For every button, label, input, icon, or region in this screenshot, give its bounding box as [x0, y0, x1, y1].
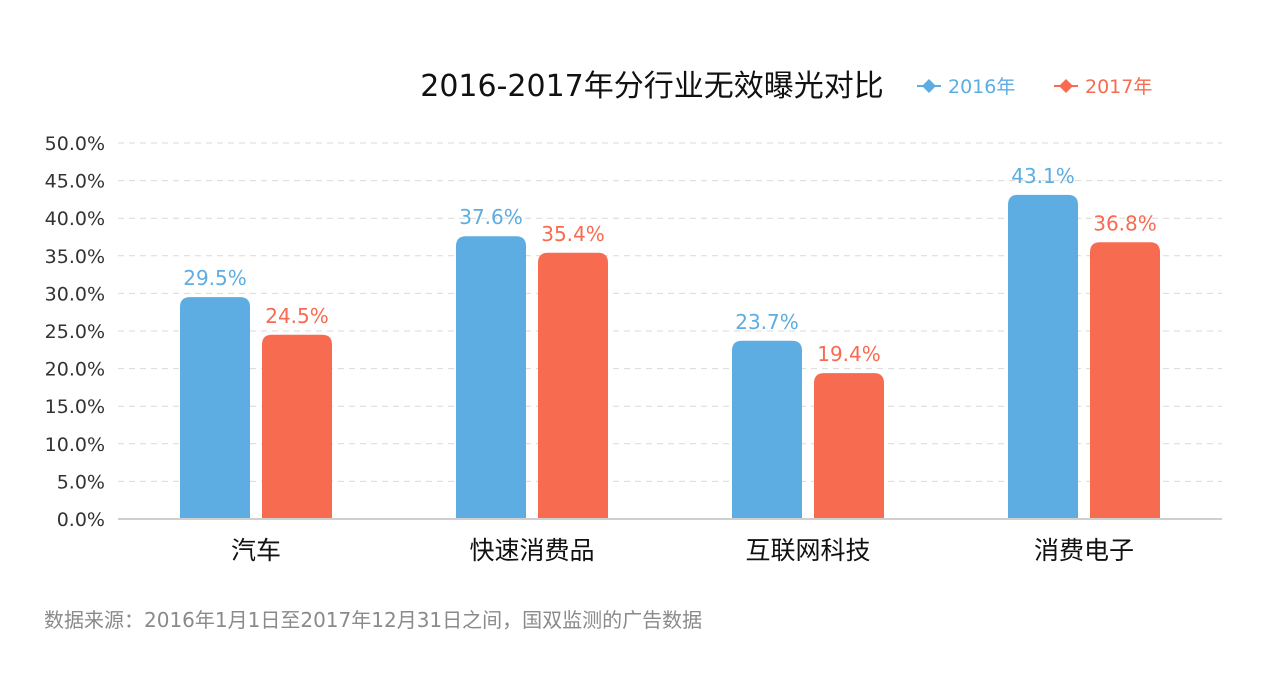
bar-2016 — [456, 236, 526, 520]
source-note: 数据来源：2016年1月1日至2017年12月31日之间，国双监测的广告数据 — [44, 608, 702, 632]
data-label: 24.5% — [265, 304, 329, 328]
y-tick-label: 10.0% — [45, 434, 105, 456]
bar-2016 — [1008, 194, 1078, 519]
bar-2017 — [1090, 242, 1160, 519]
legend-label-2017: 2017年 — [1085, 76, 1152, 98]
legend-item-2016: 2016年 — [917, 76, 1015, 98]
y-tick-label: 5.0% — [57, 471, 105, 493]
y-tick-label: 45.0% — [45, 171, 105, 193]
data-label: 35.4% — [541, 222, 605, 246]
data-label: 43.1% — [1011, 164, 1075, 188]
chart-title: 2016-2017年分行业无效曝光对比 — [420, 69, 884, 104]
gridlines — [118, 142, 1222, 482]
legend-label-2016: 2016年 — [948, 76, 1015, 98]
y-tick-label: 25.0% — [45, 321, 105, 343]
bars — [180, 194, 1160, 520]
bar-2016 — [732, 340, 802, 519]
legend: 2016年 2017年 — [917, 76, 1152, 98]
data-label: 36.8% — [1093, 211, 1157, 235]
x-axis: 汽车 快速消费品 互联网科技 消费电子 — [118, 518, 1222, 565]
data-label: 19.4% — [817, 342, 881, 366]
y-axis: 0.0% 5.0% 10.0% 15.0% 20.0% 25.0% 30.0% 35.0% 40… — [45, 133, 105, 531]
legend-item-2017: 2017年 — [1054, 76, 1152, 98]
legend-diamond-2017 — [1059, 79, 1073, 93]
bar-2016 — [180, 297, 250, 519]
data-label: 29.5% — [183, 266, 247, 290]
x-tick-label: 快速消费品 — [469, 536, 594, 565]
y-tick-label: 40.0% — [45, 208, 105, 230]
bar-2017 — [262, 334, 332, 519]
y-tick-label: 15.0% — [45, 396, 105, 418]
x-tick-label: 互联网科技 — [745, 536, 870, 565]
y-tick-label: 35.0% — [45, 246, 105, 268]
legend-diamond-2016 — [922, 79, 936, 93]
bar-2017 — [538, 252, 608, 520]
x-tick-label: 汽车 — [231, 536, 281, 565]
value-labels: 29.5% 24.5% 37.6% 35.4% 23.7% 19.4% 43.1% 36.8% — [183, 164, 1157, 366]
data-label: 23.7% — [735, 310, 799, 334]
y-tick-label: 50.0% — [45, 133, 105, 155]
y-tick-label: 0.0% — [57, 509, 105, 531]
data-label: 37.6% — [459, 205, 523, 229]
bar-2017 — [814, 373, 884, 519]
y-tick-label: 30.0% — [45, 283, 105, 305]
x-tick-label: 消费电子 — [1034, 536, 1134, 565]
y-tick-label: 20.0% — [45, 359, 105, 381]
